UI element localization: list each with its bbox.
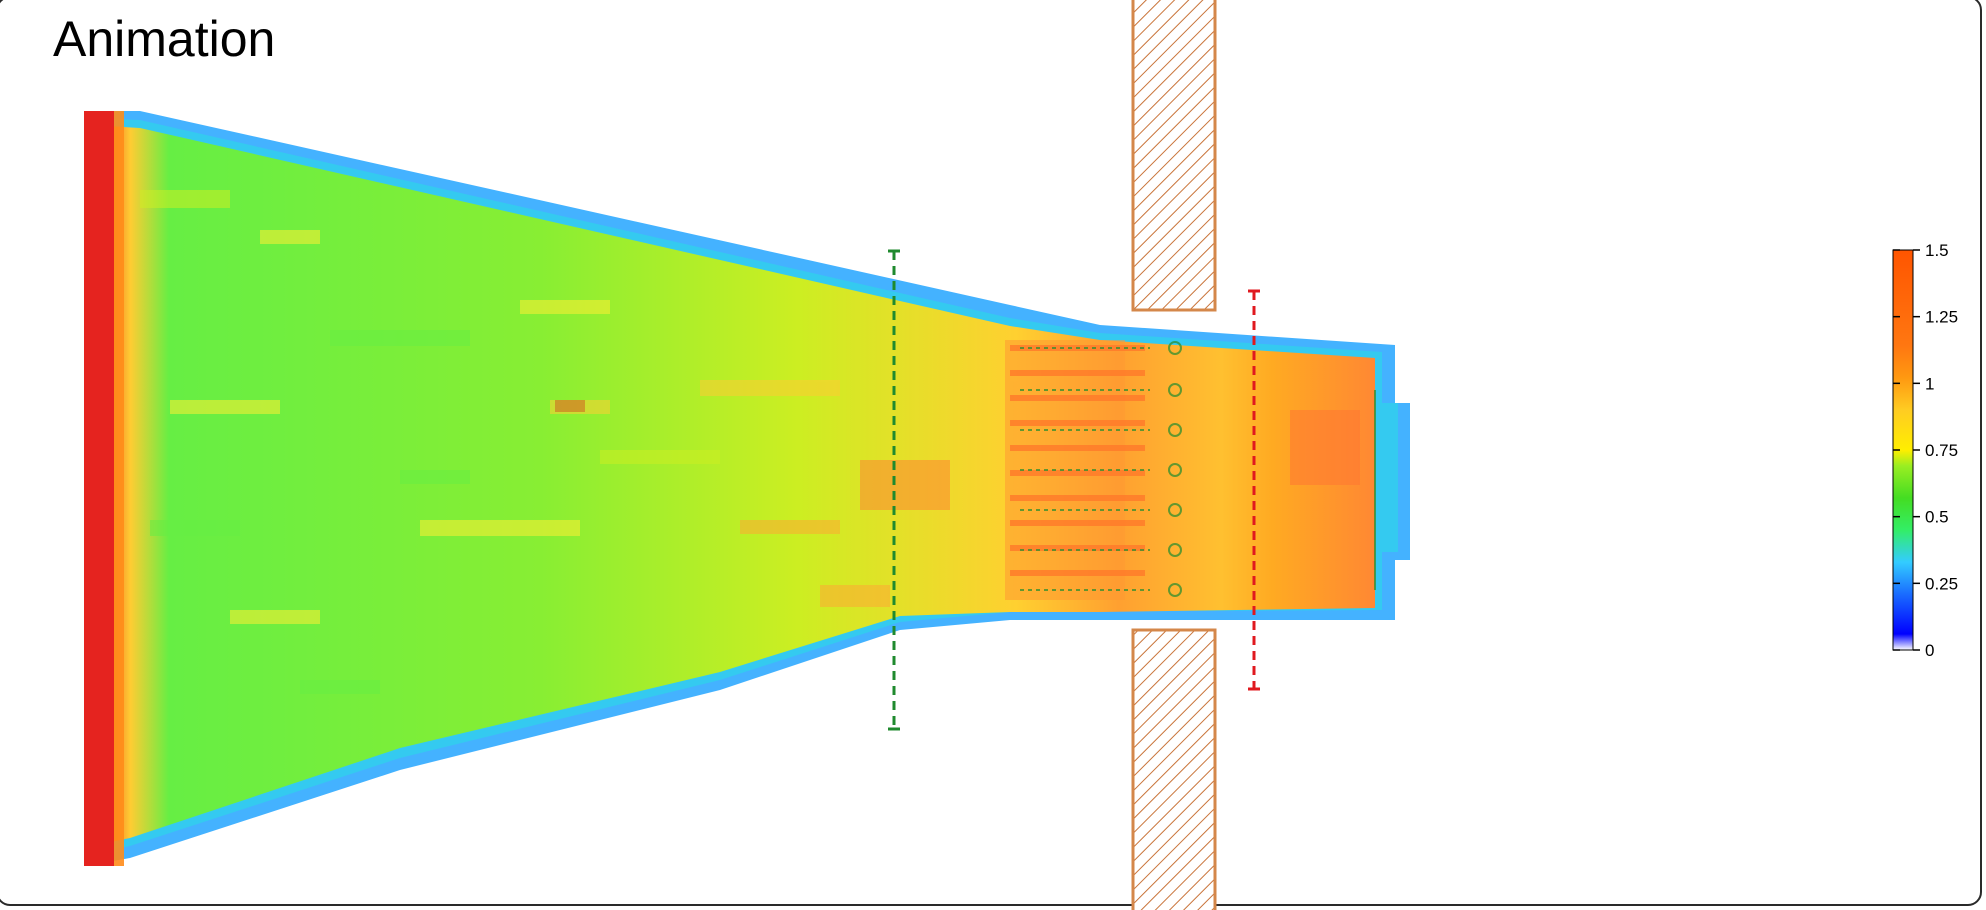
colorbar-tick-label: 0.25: [1925, 574, 1958, 593]
agent-markers: [1020, 341, 1376, 597]
colorbar-tick-label: 0.75: [1925, 441, 1958, 460]
colorbar-tick-label: 1.25: [1925, 308, 1958, 327]
inflow-band-edge: [114, 111, 124, 866]
density-stripes: [1010, 345, 1145, 576]
wall-bottom: [1131, 628, 1217, 910]
density-field: [92, 125, 1375, 846]
colorbar-ticks: 1.5 1.25 1 0.75 0.5 0.25 0: [1893, 241, 1958, 660]
red-gate: [1248, 289, 1260, 691]
colorbar-tick-label: 0.5: [1925, 508, 1949, 527]
green-gate: [888, 249, 900, 731]
wall-top: [1131, 0, 1217, 312]
inflow-band: [84, 111, 114, 866]
page-title: Animation: [53, 11, 276, 67]
colorbar-tick-label: 0: [1925, 641, 1934, 660]
colorbar-tick-label: 1.5: [1925, 241, 1949, 260]
colorbar-tick-label: 1: [1925, 374, 1934, 393]
colorbar: 1.5 1.25 1 0.75 0.5 0.25 0: [1892, 241, 1958, 660]
